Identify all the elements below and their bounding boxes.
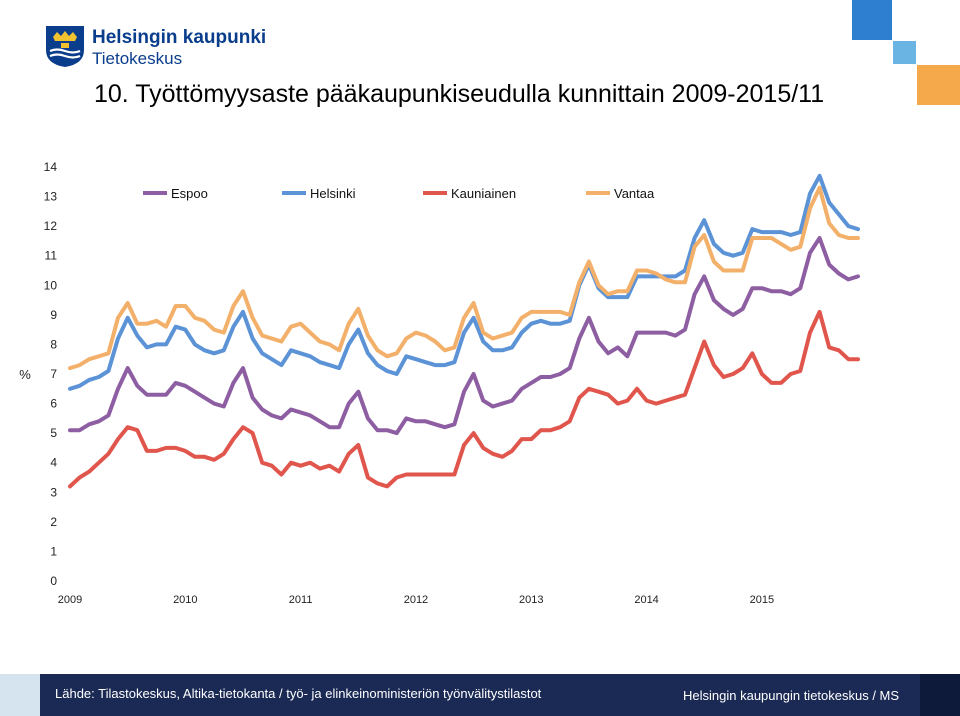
- x-tick-label-2010: 2010: [173, 594, 197, 606]
- series-line-helsinki: [68, 173, 860, 391]
- helsinki-crest-logo: [46, 26, 84, 67]
- legend-label-espoo: Espoo: [171, 186, 208, 201]
- legend-label-vantaa: Vantaa: [614, 186, 655, 201]
- source-note: Lähde: Tilastokeskus, Altika-tietokanta …: [55, 686, 542, 701]
- page-title: 10. Työttömyysaste pääkaupunkiseudulla k…: [94, 80, 825, 108]
- y-tick-label-3: 3: [50, 485, 57, 499]
- legend-label-helsinki: Helsinki: [310, 186, 356, 201]
- y-tick-label-14: 14: [44, 160, 58, 174]
- x-tick-label-2013: 2013: [519, 594, 543, 606]
- series-line-kauniainen: [68, 309, 860, 489]
- y-tick-label-13: 13: [44, 190, 58, 204]
- footer-bar: [0, 674, 960, 716]
- y-tick-label-12: 12: [44, 219, 58, 233]
- brand-subtitle: Tietokeskus: [92, 49, 183, 68]
- y-tick-label-6: 6: [50, 397, 57, 411]
- x-tick-label-2012: 2012: [404, 594, 428, 606]
- series-line-vantaa: [68, 185, 860, 371]
- y-tick-label-1: 1: [50, 544, 57, 558]
- y-tick-label-7: 7: [50, 367, 57, 381]
- y-tick-label-10: 10: [44, 278, 58, 292]
- y-tick-label-11: 11: [45, 249, 58, 263]
- y-tick-label-9: 9: [50, 308, 57, 322]
- brand-name: Helsingin kaupunki: [92, 27, 267, 48]
- legend-label-kauniainen: Kauniainen: [451, 186, 516, 201]
- series-line-espoo: [68, 236, 860, 436]
- deco-square-lightblue: [893, 41, 916, 64]
- y-tick-label-0: 0: [50, 574, 57, 588]
- y-axis-label: %: [19, 367, 31, 382]
- y-tick-label-2: 2: [50, 515, 57, 529]
- deco-square-blue: [852, 0, 892, 40]
- x-tick-label-2015: 2015: [750, 594, 774, 606]
- y-tick-label-4: 4: [50, 456, 57, 470]
- x-tick-label-2009: 2009: [58, 594, 82, 606]
- credit-note: Helsingin kaupungin tietokeskus / MS: [683, 688, 900, 703]
- y-tick-label-8: 8: [50, 337, 57, 351]
- x-tick-label-2011: 2011: [289, 594, 313, 606]
- deco-square-orange: [917, 65, 960, 105]
- x-tick-label-2014: 2014: [634, 594, 658, 606]
- y-tick-label-5: 5: [50, 426, 57, 440]
